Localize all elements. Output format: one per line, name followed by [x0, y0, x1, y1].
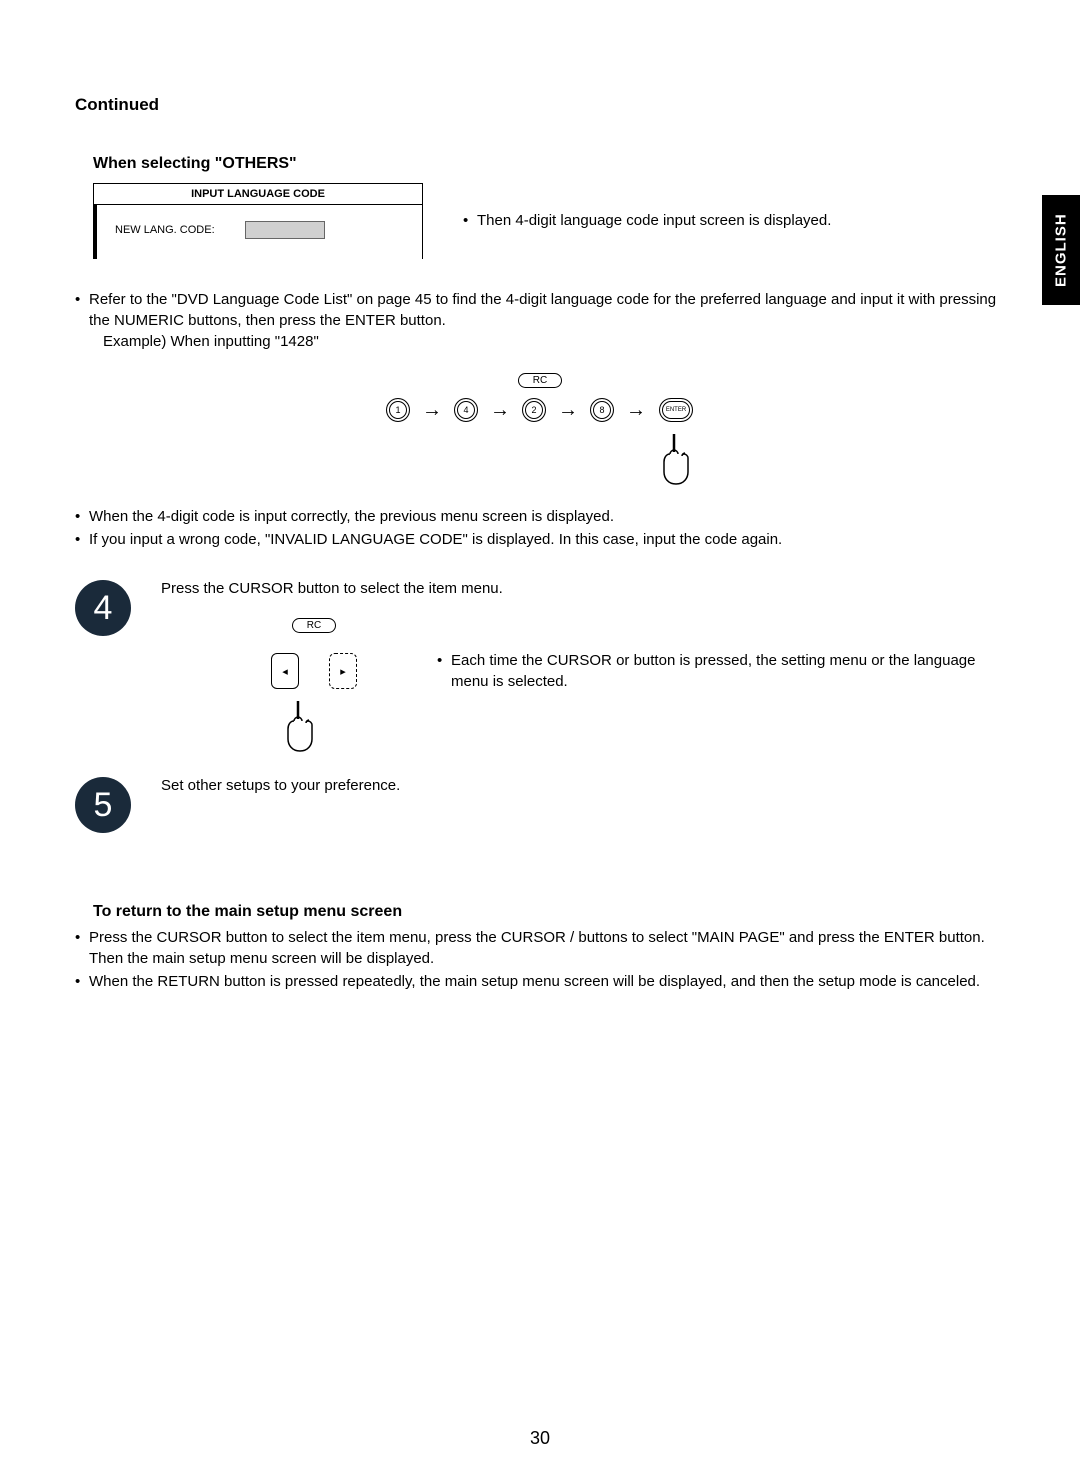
lang-label: NEW LANG. CODE:	[115, 224, 215, 236]
cursor-diagram: RC ◂ ▸	[271, 615, 357, 757]
arrow-icon: →	[490, 398, 510, 422]
num-button-8[interactable]: 8	[590, 398, 614, 422]
cursor-buttons: ◂ ▸	[271, 653, 357, 689]
return-section: To return to the main setup menu screen …	[75, 903, 1005, 992]
button-sequence: 1 → 4 → 2 → 8 → ENTER	[75, 398, 1005, 486]
step-4-body: Press the CURSOR button to select the it…	[161, 580, 1005, 757]
return-heading: To return to the main setup menu screen	[93, 903, 1005, 921]
after-notes: When the 4-digit code is input correctly…	[75, 506, 1005, 550]
note-then-text: Then 4-digit language code input screen …	[463, 210, 831, 231]
refer-line1: Refer to the "DVD Language Code List" on…	[75, 289, 1005, 352]
return-note-2: When the RETURN button is pressed repeat…	[75, 971, 1005, 992]
num-button-2[interactable]: 2	[522, 398, 546, 422]
refer-example: Example) When inputting "1428"	[103, 331, 1005, 352]
arrow-icon: →	[422, 398, 442, 422]
enter-column: ENTER	[658, 398, 694, 486]
continued-heading: Continued	[75, 95, 1005, 115]
lang-box-body: NEW LANG. CODE:	[93, 204, 423, 259]
step-5-badge: 5	[75, 777, 131, 833]
rc-label: RC	[518, 373, 562, 388]
step-5-text: Set other setups to your preference.	[161, 777, 1005, 794]
step-4-badge: 4	[75, 580, 131, 636]
page-number: 30	[0, 1428, 1080, 1449]
rc-label-2: RC	[292, 618, 336, 633]
note-then: Then 4-digit language code input screen …	[463, 210, 831, 233]
return-notes: Press the CURSOR button to select the it…	[75, 927, 1005, 992]
return-note-1b: Then the main setup menu screen will be …	[89, 948, 1005, 969]
num-button-1[interactable]: 1	[386, 398, 410, 422]
cursor-left-button[interactable]: ◂	[271, 653, 299, 689]
step-5-body: Set other setups to your preference.	[161, 777, 1005, 794]
lang-code-box: INPUT LANGUAGE CODE NEW LANG. CODE:	[93, 183, 423, 259]
after-note-2: If you input a wrong code, "INVALID LANG…	[75, 529, 1005, 550]
lang-row: INPUT LANGUAGE CODE NEW LANG. CODE: Then…	[75, 183, 1005, 259]
num-button-4[interactable]: 4	[454, 398, 478, 422]
lang-box-header: INPUT LANGUAGE CODE	[93, 183, 423, 204]
enter-button[interactable]: ENTER	[659, 398, 693, 422]
press-diagram: RC 1 → 4 → 2 → 8 → ENTER	[75, 370, 1005, 486]
page-content: Continued When selecting "OTHERS" INPUT …	[0, 0, 1080, 1034]
hand-press-icon	[658, 432, 694, 486]
return-note-1: Press the CURSOR button to select the it…	[75, 927, 1005, 969]
step-4-text: Press the CURSOR button to select the it…	[161, 580, 1005, 597]
after-note-1: When the 4-digit code is input correctly…	[75, 506, 1005, 527]
step-4-note: Each time the CURSOR or button is presse…	[437, 615, 1005, 694]
refer-notes: Refer to the "DVD Language Code List" on…	[75, 289, 1005, 352]
step-4-diagram: RC ◂ ▸ Each time the CURSOR or button is…	[161, 615, 1005, 757]
lang-code-input[interactable]	[245, 221, 325, 239]
arrow-icon: →	[626, 398, 646, 422]
arrow-icon: →	[558, 398, 578, 422]
section-others-heading: When selecting "OTHERS"	[93, 155, 1005, 173]
refer-line1-text: Refer to the "DVD Language Code List" on…	[89, 291, 996, 329]
cursor-right-button[interactable]: ▸	[329, 653, 357, 689]
step-4: 4 Press the CURSOR button to select the …	[75, 580, 1005, 757]
step-5: 5 Set other setups to your preference.	[75, 777, 1005, 833]
step-4-note-text: Each time the CURSOR or button is presse…	[437, 650, 1005, 692]
hand-press-icon	[282, 699, 318, 753]
